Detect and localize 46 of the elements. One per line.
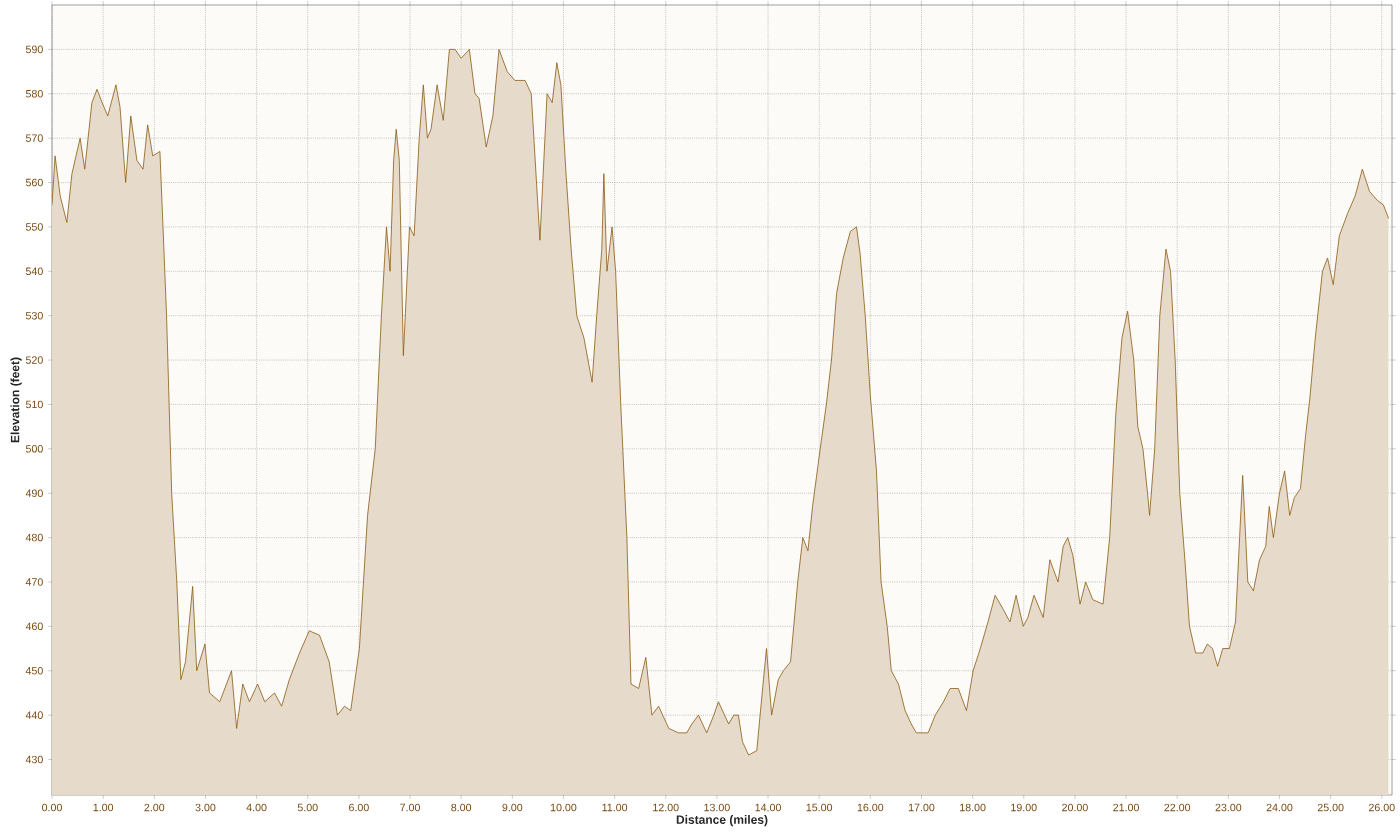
x-axis-title: Distance (miles) <box>676 815 768 827</box>
x-tick-label: 11.00 <box>602 803 628 812</box>
x-tick-label: 22.00 <box>1164 803 1191 812</box>
y-tick-label: 450 <box>25 666 43 675</box>
y-tick-label: 540 <box>25 267 43 276</box>
x-tick-label: 3.00 <box>195 803 216 812</box>
x-tick-label: 9.00 <box>502 803 523 812</box>
y-tick-label: 530 <box>25 311 43 320</box>
x-tick-label: 20.00 <box>1062 803 1088 812</box>
x-tick-label: 18.00 <box>960 803 986 812</box>
x-tick-label: 16.00 <box>857 803 884 812</box>
y-tick-label: 500 <box>25 445 43 453</box>
y-tick-label: 560 <box>25 178 43 187</box>
y-tick-label: 440 <box>25 711 43 719</box>
x-tick-label: 8.00 <box>451 803 472 812</box>
x-tick-label: 26.00 <box>1368 803 1395 812</box>
x-tick-label: 14.00 <box>755 803 781 812</box>
x-tick-label: 6.00 <box>349 803 369 812</box>
y-tick-label: 480 <box>25 533 43 542</box>
y-tick-label: 520 <box>25 356 43 364</box>
x-tick-label: 24.00 <box>1266 803 1293 812</box>
x-tick-label: 7.00 <box>400 803 420 812</box>
y-tick-label: 430 <box>25 755 43 764</box>
y-tick-label: 470 <box>25 578 43 586</box>
y-tick-label: 570 <box>25 134 43 142</box>
x-tick-label: 1.00 <box>93 803 114 812</box>
x-tick-label: 10.00 <box>550 803 577 812</box>
x-tick-label: 25.00 <box>1317 803 1344 812</box>
x-tick-label: 21.00 <box>1113 803 1139 812</box>
y-axis-title: Elevation (feet) <box>10 357 22 443</box>
y-tick-label: 490 <box>25 489 43 497</box>
x-tick-label: 17.00 <box>908 803 935 812</box>
x-tick-label: 0.00 <box>42 803 62 812</box>
x-tick-label: 13.00 <box>704 803 730 812</box>
x-tick-label: 5.00 <box>297 803 318 812</box>
x-tick-label: 23.00 <box>1215 803 1242 812</box>
y-tick-label: 590 <box>25 45 43 54</box>
x-tick-label: 12.00 <box>653 803 679 812</box>
y-tick-label: 510 <box>25 400 43 409</box>
y-tick-label: 550 <box>25 223 43 231</box>
x-tick-label: 2.00 <box>144 803 165 812</box>
y-tick-label: 460 <box>25 622 43 631</box>
x-tick-label: 4.00 <box>246 803 267 812</box>
x-tick-label: 15.00 <box>806 803 833 812</box>
x-tick-label: 19.00 <box>1011 803 1037 812</box>
y-tick-label: 580 <box>25 89 43 98</box>
